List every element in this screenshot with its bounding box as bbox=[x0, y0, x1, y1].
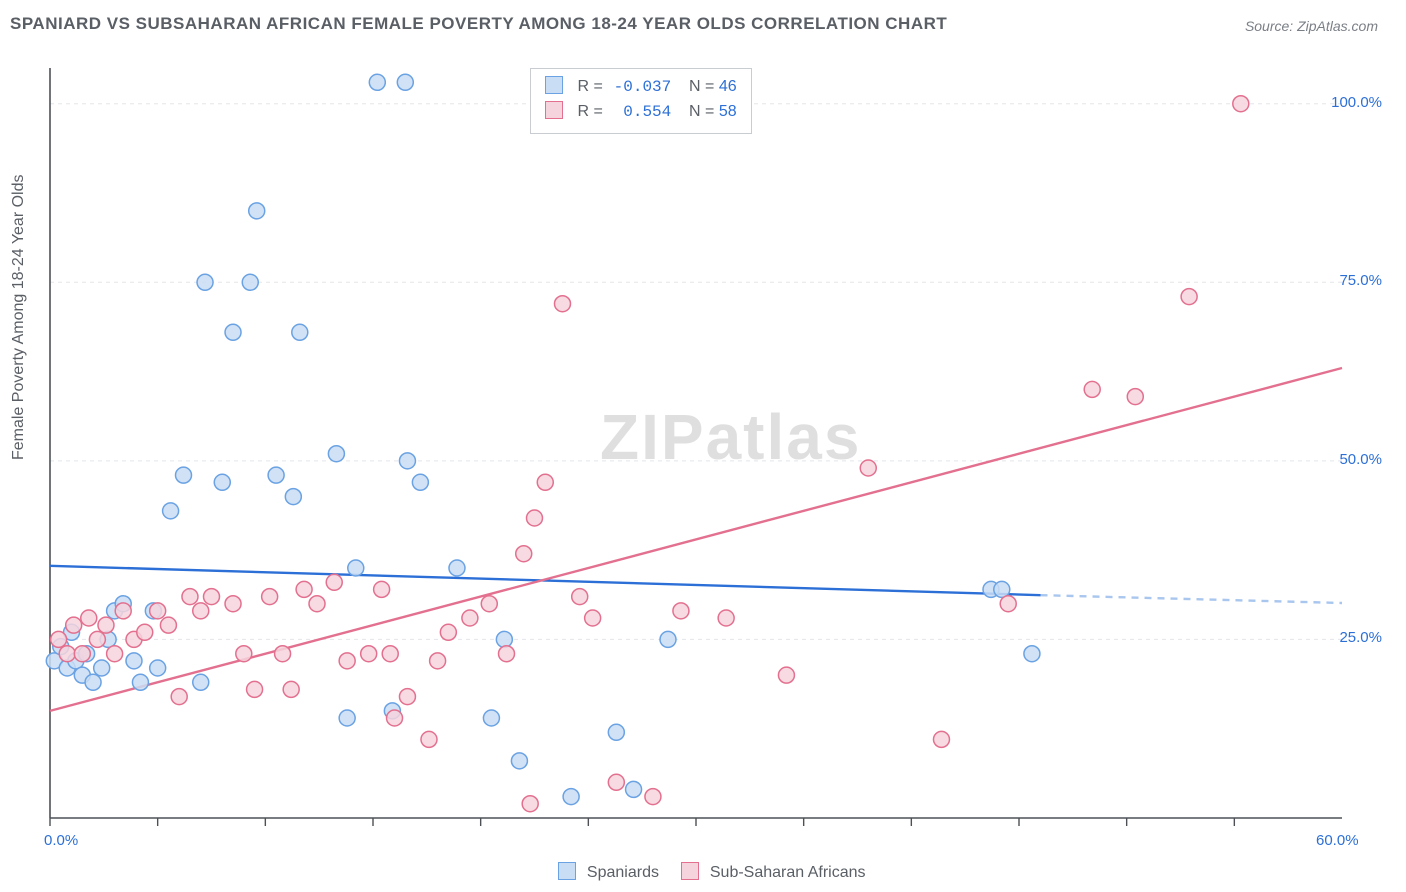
n-value-b: 58 bbox=[719, 103, 737, 120]
y-tick: 75.0% bbox=[1339, 272, 1382, 289]
r-value-a: -0.037 bbox=[607, 75, 671, 100]
y-tick: 50.0% bbox=[1339, 451, 1382, 468]
source-label: Source: ZipAtlas.com bbox=[1245, 18, 1378, 34]
legend: Spaniards Sub-Saharan Africans bbox=[0, 862, 1406, 882]
legend-label-a: Spaniards bbox=[587, 864, 659, 881]
root: SPANIARD VS SUBSAHARAN AFRICAN FEMALE PO… bbox=[0, 0, 1406, 892]
correlation-box: R = -0.037 N = 46 R = 0.554 N = 58 bbox=[530, 68, 752, 134]
y-tick: 100.0% bbox=[1331, 94, 1382, 111]
swatch-a-icon bbox=[558, 862, 576, 880]
swatch-b-icon bbox=[545, 101, 563, 119]
scatter-plot bbox=[42, 62, 1362, 832]
n-value-a: 46 bbox=[719, 78, 737, 95]
r-label: R = bbox=[577, 78, 602, 95]
legend-label-b: Sub-Saharan Africans bbox=[710, 864, 866, 881]
chart-title: SPANIARD VS SUBSAHARAN AFRICAN FEMALE PO… bbox=[10, 14, 947, 34]
swatch-a-icon bbox=[545, 76, 563, 94]
corr-row-b: R = 0.554 N = 58 bbox=[545, 100, 737, 125]
swatch-b-icon bbox=[681, 862, 699, 880]
y-axis-label: Female Poverty Among 18-24 Year Olds bbox=[10, 175, 28, 461]
n-label: N = bbox=[689, 78, 714, 95]
x-tick: 0.0% bbox=[44, 832, 78, 849]
n-label: N = bbox=[689, 103, 714, 120]
r-value-b: 0.554 bbox=[607, 100, 671, 125]
x-tick: 60.0% bbox=[1316, 832, 1359, 849]
r-label: R = bbox=[577, 103, 602, 120]
corr-row-a: R = -0.037 N = 46 bbox=[545, 75, 737, 100]
y-tick: 25.0% bbox=[1339, 629, 1382, 646]
